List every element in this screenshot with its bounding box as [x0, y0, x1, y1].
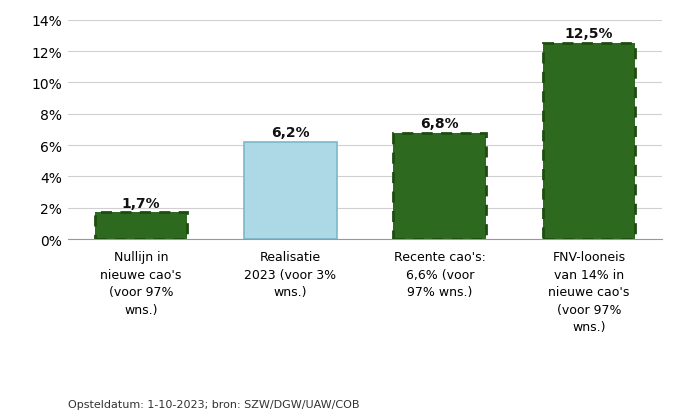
Text: FNV-looneis
van 14% in
nieuwe cao's
(voor 97%
wns.): FNV-looneis van 14% in nieuwe cao's (voo… — [548, 251, 630, 333]
Text: Nullijn in
nieuwe cao's
(voor 97%
wns.): Nullijn in nieuwe cao's (voor 97% wns.) — [100, 251, 182, 316]
Text: Recente cao's:
6,6% (voor
97% wns.): Recente cao's: 6,6% (voor 97% wns.) — [394, 251, 485, 299]
Text: 6,2%: 6,2% — [271, 126, 310, 140]
Bar — [393, 133, 486, 240]
Text: 12,5%: 12,5% — [565, 27, 613, 41]
Text: 1,7%: 1,7% — [122, 196, 160, 210]
Bar — [543, 44, 635, 240]
Text: Realisatie
2023 (voor 3%
wns.): Realisatie 2023 (voor 3% wns.) — [244, 251, 337, 299]
Bar — [95, 213, 187, 240]
Bar — [95, 213, 187, 240]
Bar — [543, 44, 635, 240]
Text: Opsteldatum: 1-10-2023; bron: SZW/DGW/UAW/COB: Opsteldatum: 1-10-2023; bron: SZW/DGW/UA… — [68, 399, 359, 409]
Bar — [393, 133, 486, 240]
Text: 6,8%: 6,8% — [420, 116, 459, 131]
Bar — [244, 142, 337, 240]
